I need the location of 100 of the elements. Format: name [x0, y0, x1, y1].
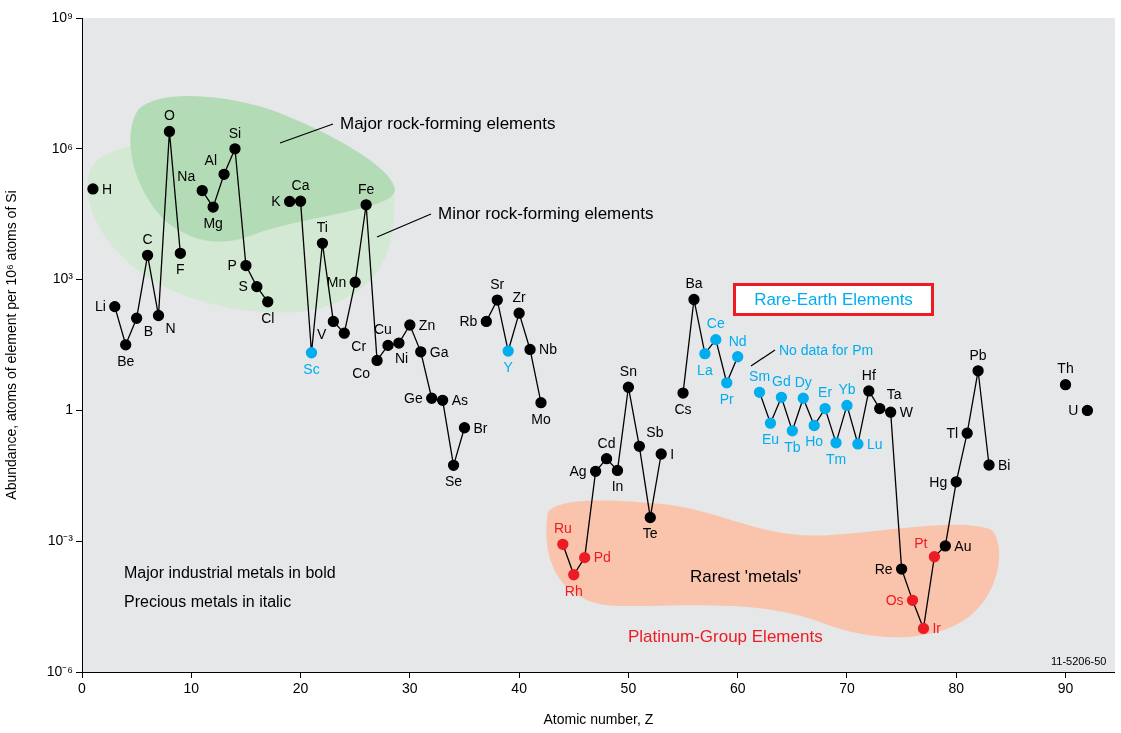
data-label: Pr — [719, 390, 735, 407]
data-label: Y — [503, 358, 514, 375]
data-label: H — [101, 180, 113, 197]
data-label: Pb — [969, 346, 987, 363]
data-label: Hf — [861, 366, 876, 383]
annotation: Major rock-forming elements — [340, 114, 556, 134]
data-label: Cr — [351, 338, 367, 355]
data-label: Th — [1057, 360, 1074, 377]
y-tick-label: 10⁹ — [51, 8, 73, 25]
data-label: Al — [204, 152, 218, 169]
data-label: Nd — [728, 332, 747, 349]
data-label: Ir — [932, 620, 942, 637]
annotation: Major industrial metals in bold — [124, 564, 336, 582]
x-tick-label: 30 — [402, 680, 418, 697]
x-tick-label: 90 — [1057, 680, 1074, 697]
x-tick-label: 40 — [511, 680, 528, 697]
data-label: N — [165, 320, 176, 337]
data-label: Te — [642, 525, 658, 542]
data-label: Sn — [619, 363, 637, 380]
data-label: Re — [874, 560, 893, 577]
y-tick-label: 10⁶ — [51, 139, 73, 156]
data-label: Si — [228, 124, 242, 141]
x-tick-label: 60 — [729, 680, 746, 697]
data-label: Ag — [569, 463, 587, 480]
data-label: Ho — [805, 433, 824, 450]
data-label: Zr — [512, 289, 527, 306]
data-label: Ca — [291, 177, 310, 194]
data-label: V — [317, 326, 327, 343]
data-label: Tb — [784, 438, 801, 455]
data-label: Ga — [429, 343, 449, 360]
data-label: Co — [352, 365, 371, 382]
data-label: Cl — [261, 309, 275, 326]
data-label: U — [1068, 402, 1079, 419]
data-label: Au — [954, 537, 972, 554]
data-label: Pd — [593, 549, 611, 566]
data-label: In — [611, 478, 624, 495]
data-label: Pt — [914, 534, 928, 551]
y-tick-label: 10⁻³ — [47, 532, 74, 549]
data-label: P — [227, 257, 237, 274]
annotation: Rarest 'metals' — [690, 567, 802, 587]
data-label: Sm — [749, 368, 771, 385]
annotation: Rare-Earth Elements — [733, 283, 934, 316]
data-label: Ge — [404, 390, 423, 407]
data-label: Cd — [597, 434, 616, 451]
data-label: Sc — [303, 360, 320, 377]
data-label: Ta — [886, 386, 902, 403]
annotation: Platinum-Group Elements — [628, 627, 823, 647]
data-label: Tl — [946, 425, 959, 442]
data-label: Tm — [825, 450, 847, 467]
x-tick-label: 0 — [78, 680, 87, 697]
data-label: Nb — [539, 341, 558, 358]
x-tick-label: 50 — [620, 680, 637, 697]
annotation: Precious metals in italic — [124, 593, 292, 611]
data-label: Bi — [998, 456, 1011, 473]
y-tick-label: 1 — [65, 401, 74, 418]
data-label: Mn — [326, 274, 347, 291]
data-label: Ba — [685, 275, 703, 292]
data-label: Be — [117, 352, 135, 369]
data-label: Rb — [459, 313, 478, 330]
x-tick-label: 10 — [183, 680, 200, 697]
x-tick-label: 70 — [839, 680, 855, 697]
data-label: Dy — [794, 374, 812, 391]
data-label: B — [143, 323, 153, 340]
data-label: Eu — [761, 431, 780, 448]
data-label: Ti — [316, 219, 328, 236]
data-label: Mg — [203, 214, 223, 231]
data-label: C — [142, 231, 153, 248]
data-label: Na — [177, 168, 196, 185]
data-label: Fe — [357, 180, 375, 197]
data-label: Yb — [838, 381, 856, 398]
data-label: I — [670, 445, 675, 462]
data-label: Sr — [490, 275, 505, 292]
y-tick-label: 10⁻⁶ — [46, 662, 73, 679]
annotation: 11-5206-50 — [1051, 655, 1107, 668]
x-axis-title: Atomic number, Z — [543, 711, 654, 728]
data-label: Se — [444, 473, 463, 490]
data-label: K — [271, 193, 282, 210]
data-label: La — [697, 361, 713, 378]
data-label: Zn — [418, 316, 436, 333]
data-label: Ce — [706, 315, 725, 332]
data-label: Os — [885, 592, 904, 609]
data-label: Mo — [531, 410, 551, 427]
data-label: Sb — [646, 424, 664, 441]
data-label: Lu — [866, 435, 883, 452]
data-label: Ni — [394, 350, 409, 367]
x-tick-label: 80 — [948, 680, 965, 697]
data-label: As — [451, 392, 468, 409]
data-label: Li — [94, 298, 106, 315]
data-label: Cs — [674, 400, 692, 417]
data-label: S — [238, 278, 248, 295]
y-axis-title: Abundance, atoms of element per 10⁶ atoms of Si — [3, 190, 20, 500]
data-label: Er — [818, 384, 833, 401]
data-label: Gd — [772, 373, 791, 390]
data-label: W — [899, 404, 914, 421]
data-label: Rh — [564, 582, 583, 599]
data-label: Br — [473, 419, 488, 436]
data-label: F — [176, 261, 185, 278]
y-tick-label: 10³ — [52, 270, 74, 287]
data-label: Ru — [553, 520, 572, 537]
data-label: O — [163, 107, 175, 124]
